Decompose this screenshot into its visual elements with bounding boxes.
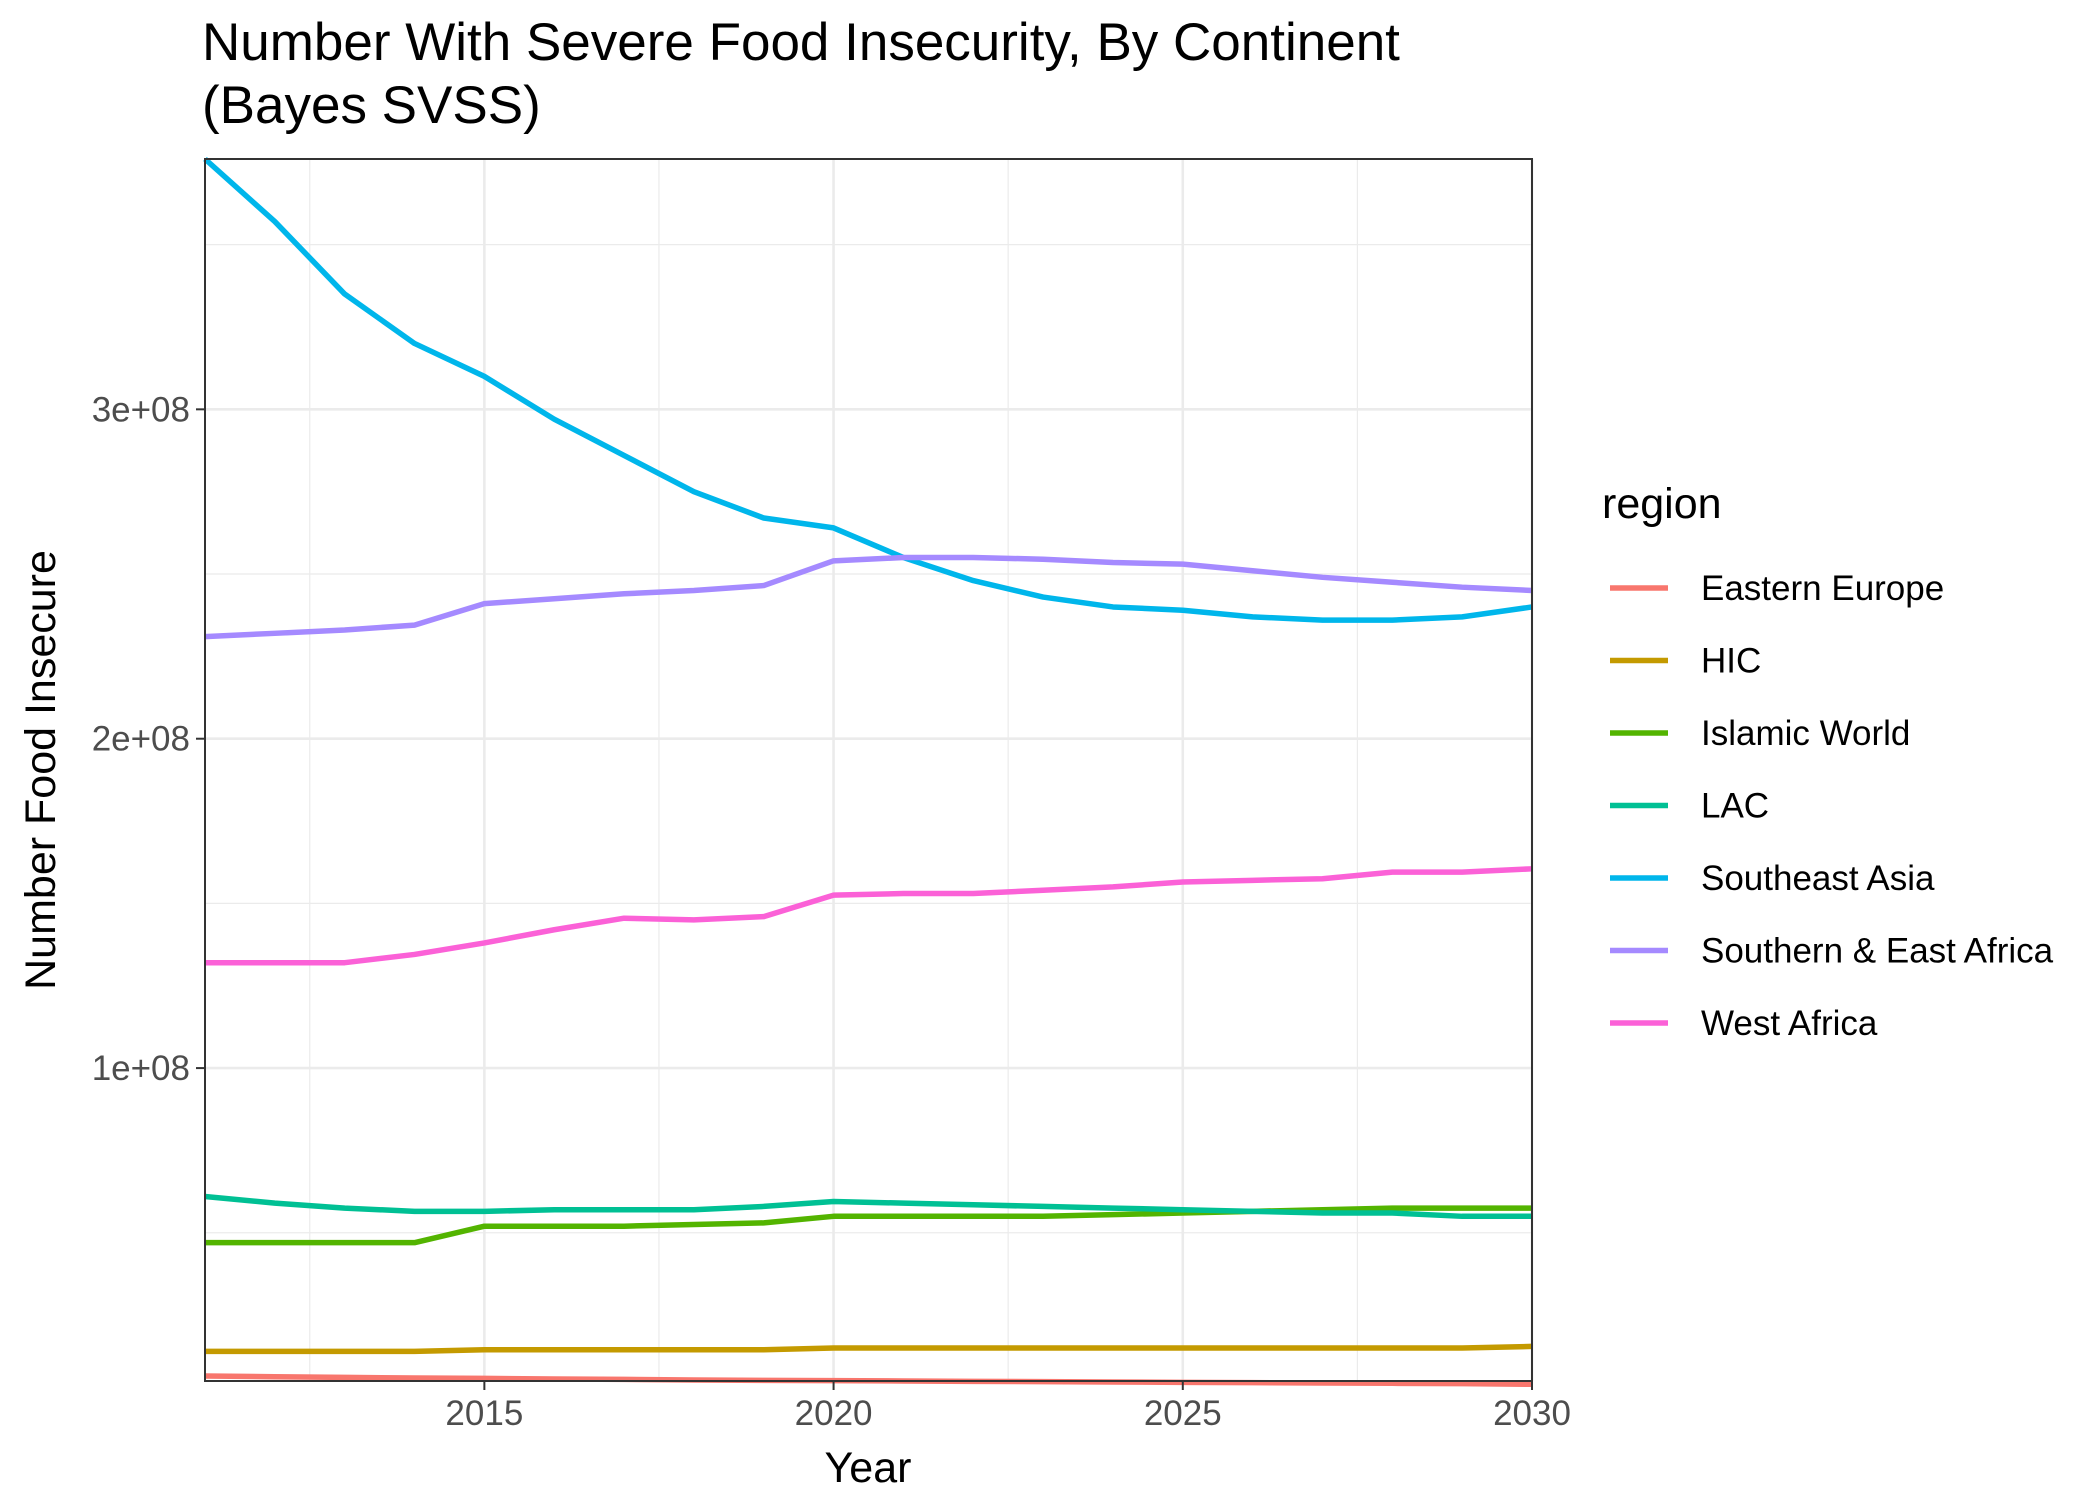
x-axis-title: Year bbox=[825, 1444, 912, 1492]
legend: Eastern Europe HIC Islamic World LAC Southea… bbox=[1610, 569, 2054, 1043]
x-tick-label: 2015 bbox=[445, 1394, 523, 1433]
legend-label-southern-east-africa: Southern & East Africa bbox=[1701, 932, 2054, 971]
y-axis-ticks: 1e+08 2e+08 3e+08 bbox=[92, 390, 205, 1088]
series-line-southern-east-africa bbox=[204, 554, 1533, 640]
x-tick-label: 2025 bbox=[1144, 1394, 1222, 1433]
legend-title: region bbox=[1602, 480, 1722, 528]
legend-label-hic: HIC bbox=[1701, 642, 1761, 681]
legend-label-southeast-asia: Southeast Asia bbox=[1701, 859, 1935, 898]
legend-label-lac: LAC bbox=[1701, 787, 1769, 826]
series-line-southeast-asia bbox=[203, 156, 1533, 623]
x-tick-label: 2030 bbox=[1493, 1394, 1571, 1433]
panel-border bbox=[204, 158, 1533, 1382]
y-tick-label: 2e+08 bbox=[92, 720, 190, 759]
legend-label-islamic-world: Islamic World bbox=[1701, 714, 1910, 753]
chart-title-line1: Number With Severe Food Insecurity, By C… bbox=[202, 13, 1400, 72]
x-tick-label: 2020 bbox=[795, 1394, 873, 1433]
x-axis-ticks: 2015 2020 2025 2030 bbox=[445, 1381, 1571, 1433]
series-line-west-africa bbox=[205, 866, 1533, 966]
series-line-hic bbox=[205, 1343, 1533, 1355]
y-tick-label: 3e+08 bbox=[92, 390, 190, 429]
chart-title-line2: (Bayes SVSS) bbox=[202, 76, 541, 135]
legend-label-west-africa: West Africa bbox=[1701, 1004, 1878, 1043]
series-line-lac bbox=[204, 1193, 1532, 1220]
y-tick-label: 1e+08 bbox=[92, 1049, 190, 1088]
series-lines bbox=[203, 156, 1533, 1388]
y-axis-title: Number Food Insecure bbox=[17, 550, 65, 990]
legend-label-eastern-europe: Eastern Europe bbox=[1701, 569, 1944, 608]
